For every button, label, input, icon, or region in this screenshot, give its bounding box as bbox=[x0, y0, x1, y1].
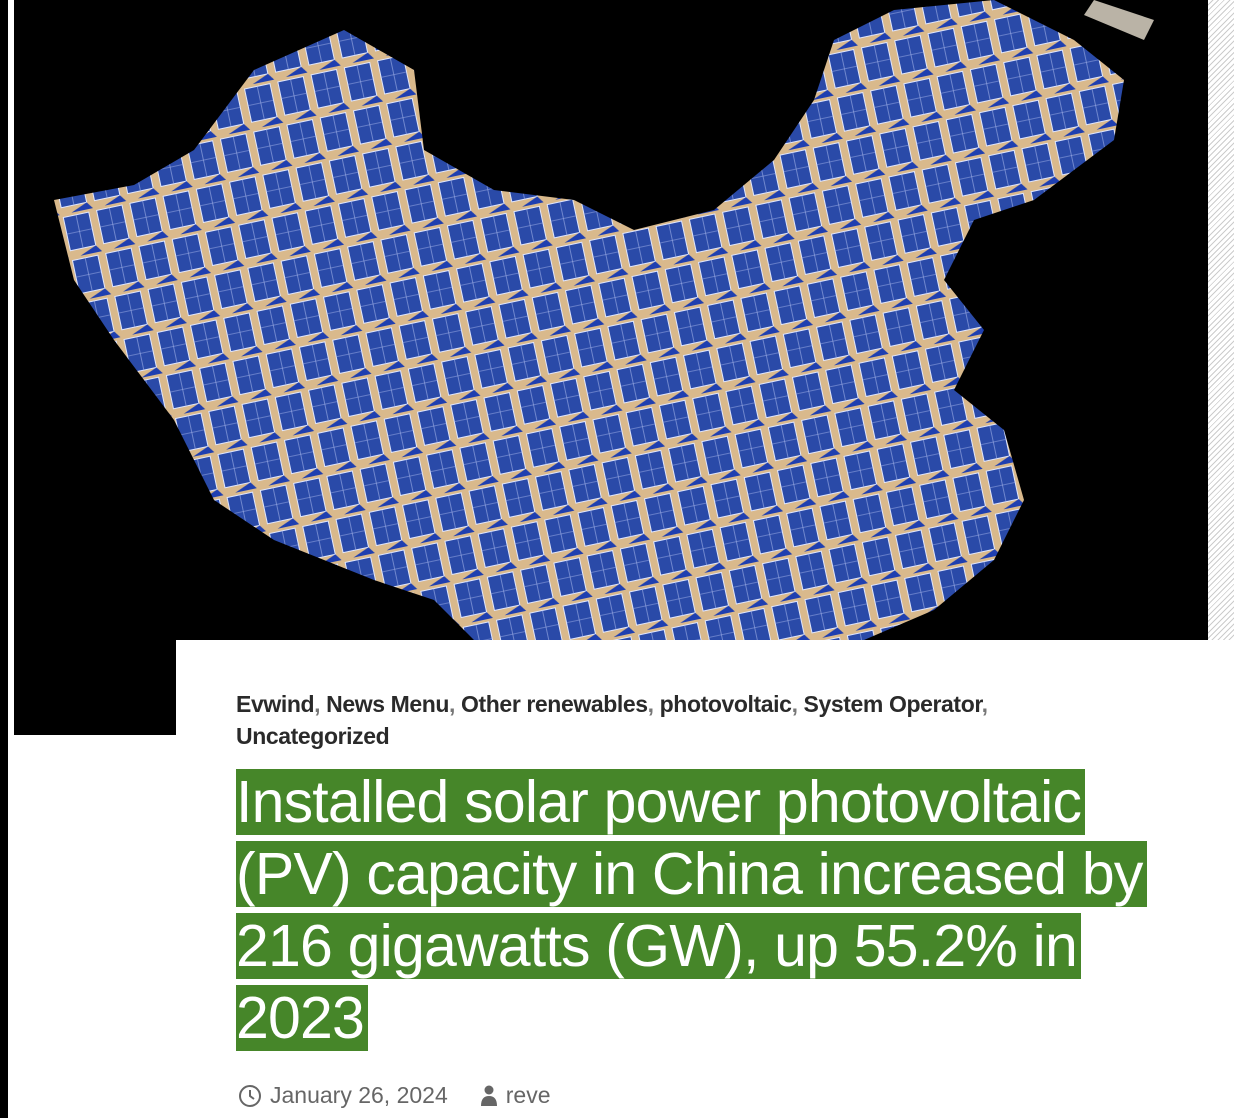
post-meta: January 26, 2024 reve bbox=[238, 1082, 551, 1109]
post-title: Installed solar power photovoltaic (PV) … bbox=[236, 766, 1211, 1054]
category-link[interactable]: News Menu bbox=[326, 691, 450, 717]
left-edge-bar bbox=[0, 0, 8, 1118]
category-link[interactable]: Evwind bbox=[236, 691, 315, 717]
sidebar-hatch-pattern bbox=[1208, 0, 1234, 640]
china-solar-map-illustration bbox=[54, 0, 1154, 640]
category-link[interactable]: Uncategorized bbox=[236, 723, 390, 749]
clock-icon bbox=[239, 1084, 261, 1107]
hero-image-overflow bbox=[14, 640, 176, 735]
hero-image bbox=[14, 0, 1208, 640]
user-icon bbox=[480, 1085, 497, 1106]
post-author[interactable]: reve bbox=[505, 1082, 551, 1108]
left-edge-divider bbox=[8, 0, 14, 1118]
category-link[interactable]: Other renewables bbox=[461, 691, 648, 717]
post-date[interactable]: January 26, 2024 bbox=[270, 1082, 448, 1108]
category-link[interactable]: photovoltaic bbox=[659, 691, 792, 717]
post-title-text[interactable]: Installed solar power photovoltaic (PV) … bbox=[236, 769, 1147, 1051]
category-link[interactable]: System Operator bbox=[803, 691, 982, 717]
category-links: Evwind, News Menu, Other renewables, pho… bbox=[236, 691, 988, 749]
